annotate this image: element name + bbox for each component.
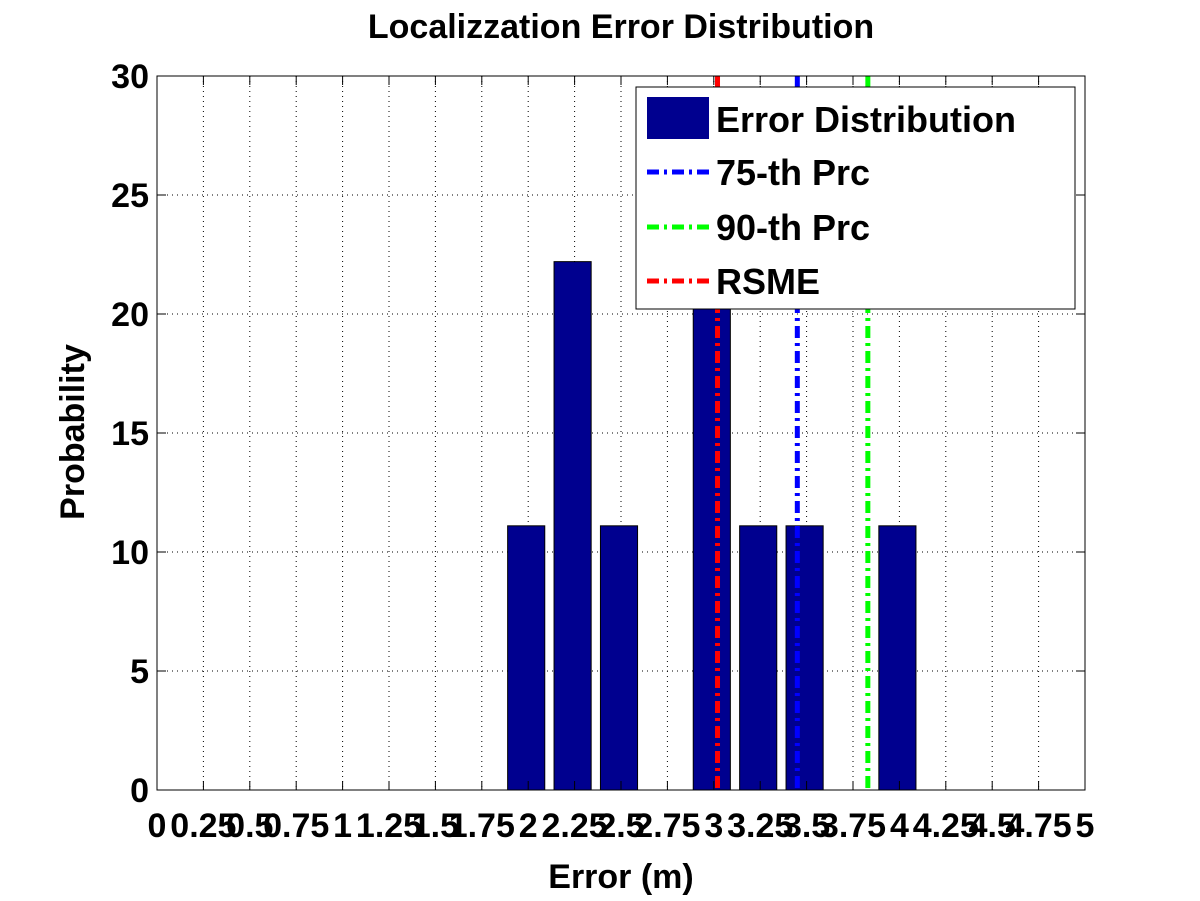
bar-2-5 xyxy=(599,525,639,791)
y-tick-label: 30 xyxy=(111,58,149,96)
y-tick-label: 15 xyxy=(111,415,149,453)
y-tick-label: 5 xyxy=(130,653,149,691)
bar-4 xyxy=(878,525,917,791)
legend: Error Distribution 75-th Prc 90-th Prc R… xyxy=(635,86,1076,310)
x-tick-label: 1.5 xyxy=(412,807,459,845)
x-tick-label: 2.25 xyxy=(542,807,608,845)
x-tick-label: 2 xyxy=(519,807,538,845)
x-tick-label: 3 xyxy=(704,807,723,845)
bar-3-5 xyxy=(785,525,824,791)
x-tick-label: 5 xyxy=(1076,807,1095,845)
x-tick-label: 0.25 xyxy=(170,807,236,845)
x-tick-label: 4 xyxy=(890,807,909,845)
bars xyxy=(507,261,917,791)
legend-label-error-distribution: Error Distribution xyxy=(716,99,1016,140)
x-tick-label: 2.5 xyxy=(597,807,644,845)
x-tick-label: 4.25 xyxy=(913,807,979,845)
y-tick-label: 20 xyxy=(111,296,149,334)
y-axis-label: Probability xyxy=(54,344,92,520)
y-tick-label: 10 xyxy=(111,534,149,572)
bar-3 xyxy=(692,261,731,791)
legend-box xyxy=(635,86,1076,310)
bar-2 xyxy=(507,525,546,791)
x-tick-label: 3.25 xyxy=(727,807,793,845)
chart-title: Localizzation Error Distribution xyxy=(368,8,874,46)
x-tick-label: 4.75 xyxy=(1006,807,1072,845)
y-tick-label: 25 xyxy=(111,177,149,215)
x-tick-label: 0.5 xyxy=(226,807,273,845)
x-tick-label: 3.5 xyxy=(783,807,830,845)
ticks: 0 0.250.50.75 1 1.251.51.75 2 2.252.52.75 3 3.2… xyxy=(111,58,1094,845)
x-tick-label: 3.75 xyxy=(820,807,886,845)
x-tick-label: 1.25 xyxy=(356,807,422,845)
x-tick-label: 1 xyxy=(333,807,352,845)
bar-2-25 xyxy=(553,261,592,791)
x-axis-label: Error (m) xyxy=(548,858,693,896)
x-tick-label: 0 xyxy=(148,807,167,845)
legend-swatch-error-distribution xyxy=(647,97,709,139)
y-tick-label: 0 xyxy=(130,772,149,810)
x-tick-label: 4.5 xyxy=(969,807,1016,845)
legend-label-75th: 75-th Prc xyxy=(716,152,870,193)
legend-label-90th: 90-th Prc xyxy=(716,207,870,248)
legend-label-rsme: RSME xyxy=(716,261,820,302)
x-tick-label: 2.75 xyxy=(634,807,700,845)
bar-3-25 xyxy=(739,525,778,791)
x-tick-label: 1.75 xyxy=(449,807,515,845)
x-tick-label: 0.75 xyxy=(263,807,329,845)
